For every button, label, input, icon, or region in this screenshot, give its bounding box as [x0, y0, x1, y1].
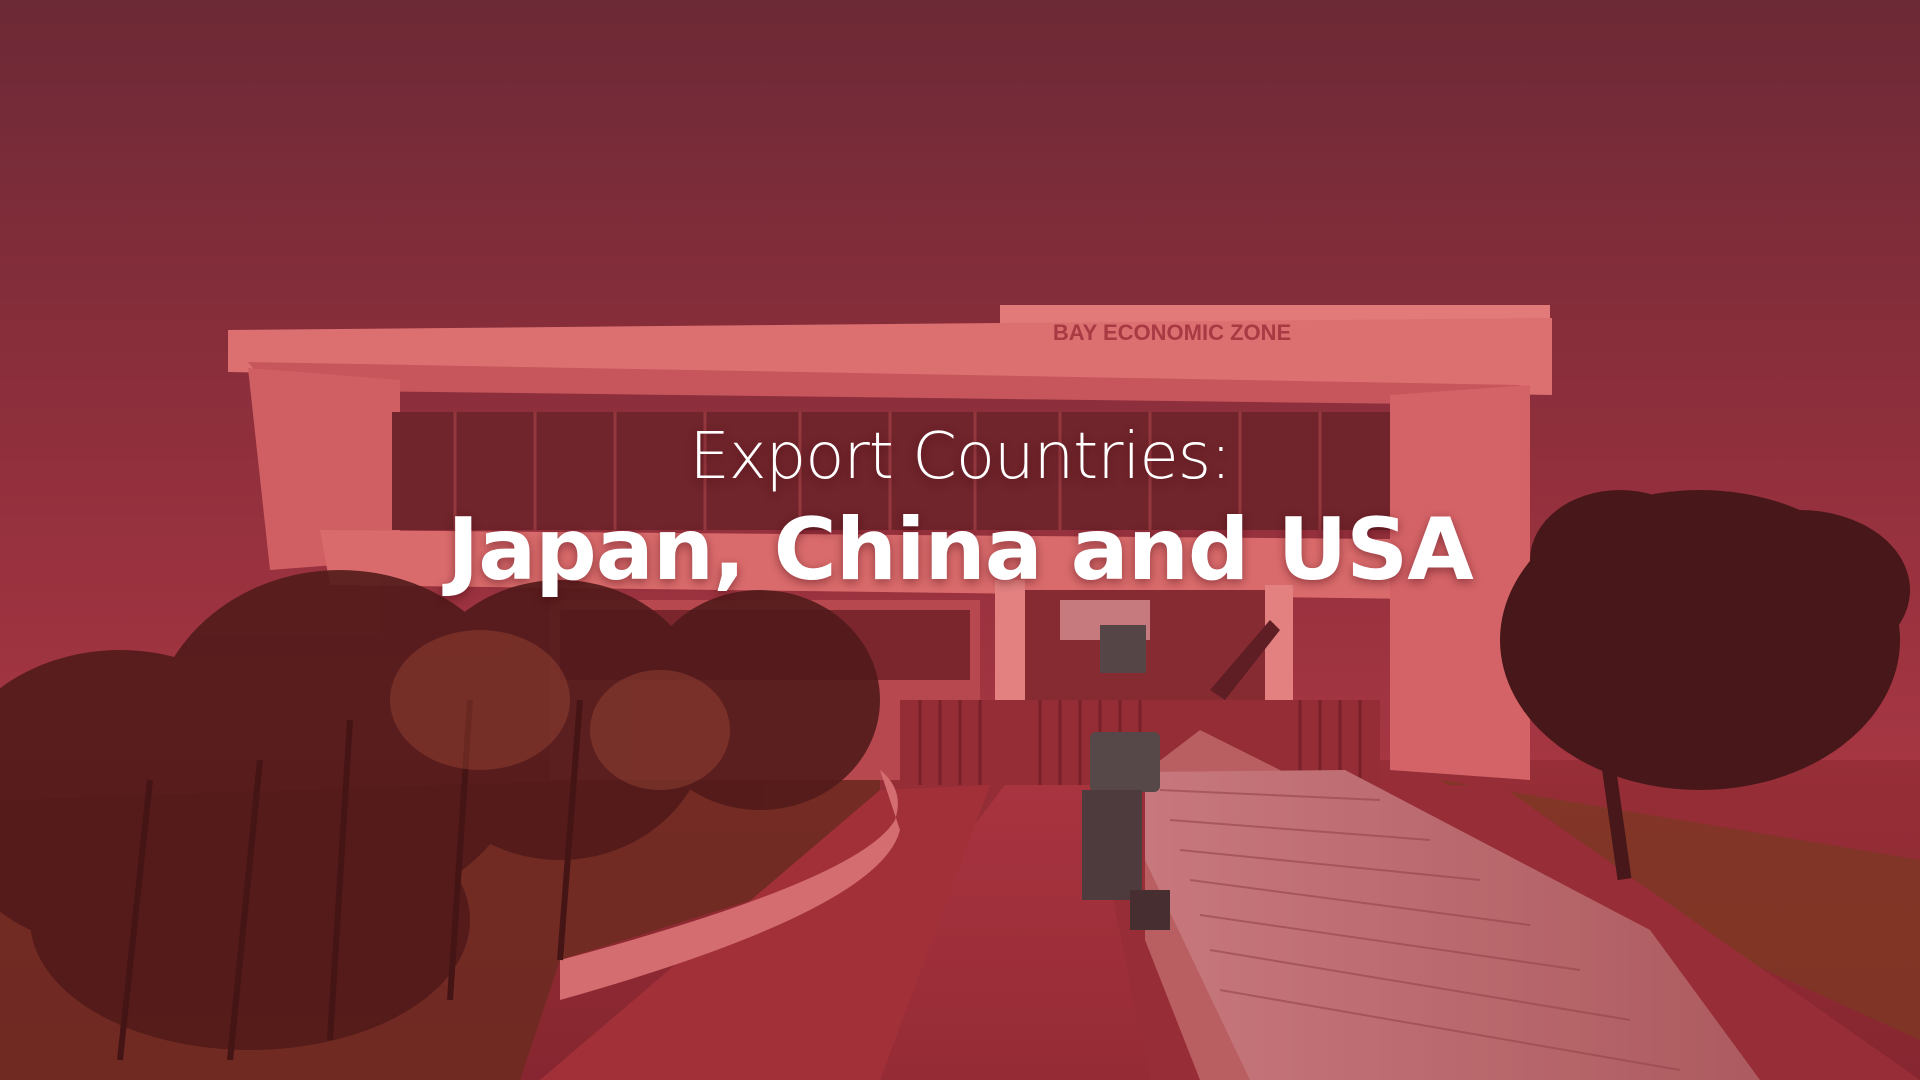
caption-heading: Export Countries: — [689, 420, 1231, 494]
container — [1145, 770, 1760, 1080]
tree-illustration — [1500, 490, 1910, 881]
truck-illustration — [1082, 730, 1760, 1080]
caption-countries: Japan, China and USA — [447, 500, 1474, 600]
truck-cab — [1090, 732, 1160, 792]
retaining-wall — [560, 770, 900, 1000]
building-sign: BAY ECONOMIC ZONE — [1053, 320, 1291, 345]
